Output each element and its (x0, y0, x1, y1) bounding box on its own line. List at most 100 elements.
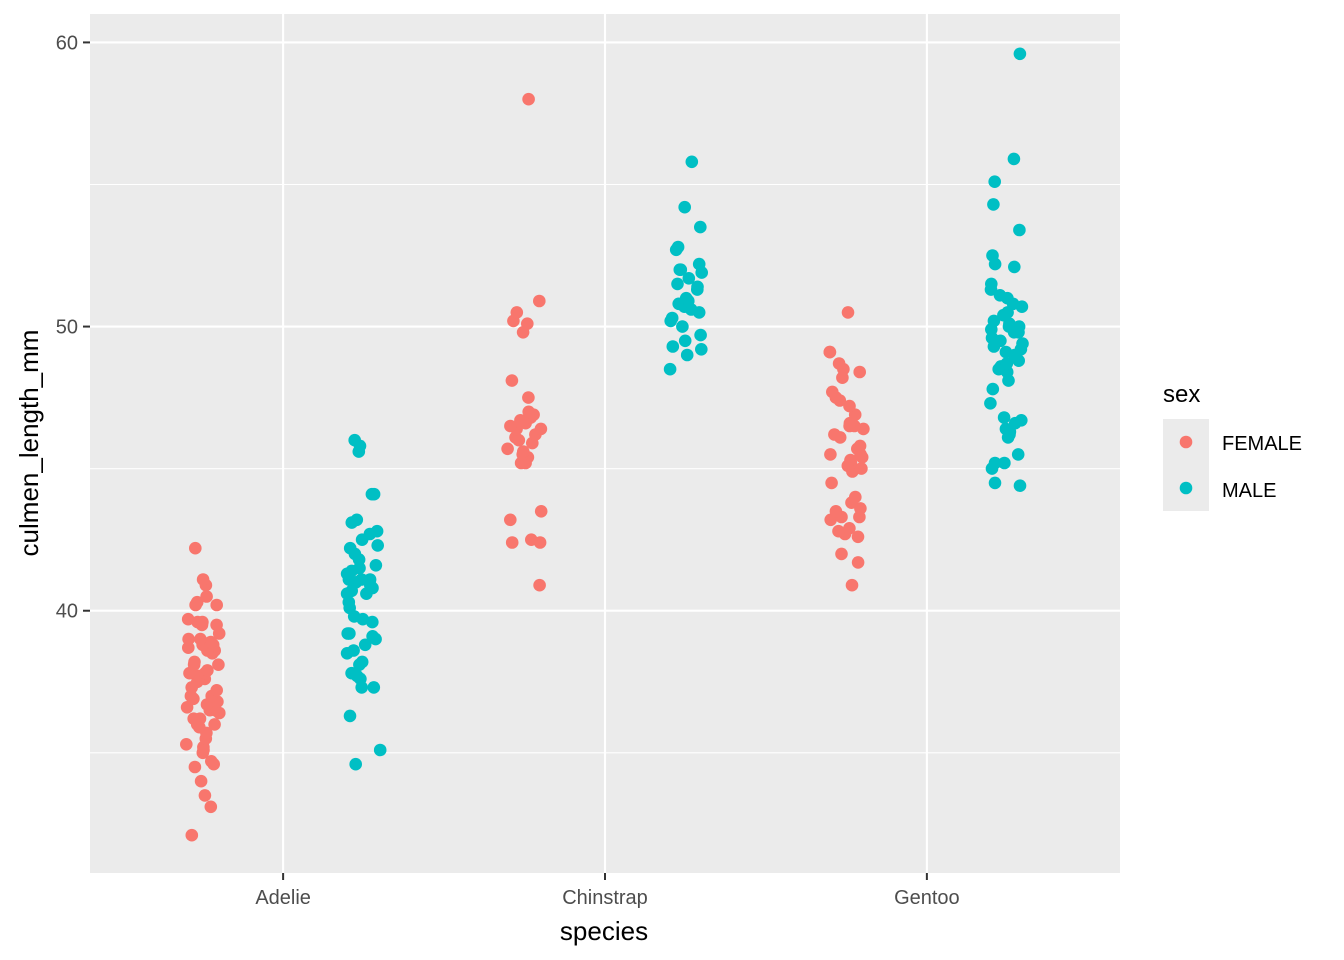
data-point-male (369, 559, 383, 572)
data-point-male (679, 291, 693, 305)
data-point-male (987, 198, 1000, 211)
data-point-female (189, 541, 202, 555)
data-point-female (505, 374, 519, 387)
data-point-male (694, 328, 707, 342)
data-point-male (685, 155, 699, 169)
data-point-female (514, 414, 527, 427)
data-point-male (671, 240, 685, 254)
data-point-male (997, 411, 1011, 424)
data-point-male (987, 314, 1001, 328)
y-axis-title: culmen_length_mm (14, 330, 44, 557)
data-point-male (1007, 152, 1021, 166)
data-point-female (181, 612, 195, 626)
data-point-male (676, 320, 689, 333)
data-point-male (673, 263, 687, 277)
data-point-female (832, 524, 845, 538)
data-point-female (534, 505, 548, 518)
data-point-male (349, 757, 363, 771)
data-point-female (843, 522, 856, 535)
data-point-female (204, 800, 218, 814)
data-point-female (212, 658, 225, 671)
data-point-male (988, 175, 1001, 188)
data-point-male (371, 539, 385, 552)
data-point-male (1016, 337, 1029, 350)
data-point-male (986, 249, 999, 262)
data-point-female (182, 632, 195, 646)
data-point-female (501, 442, 514, 456)
data-point-female (826, 385, 839, 399)
data-point-female (517, 445, 530, 458)
data-point-male (1008, 260, 1021, 274)
data-point-female (828, 428, 841, 441)
data-point-female (196, 615, 209, 629)
data-point-male (678, 200, 691, 214)
data-point-female (194, 774, 208, 788)
y-axis-ticks: 40 50 60 (56, 32, 90, 623)
data-point-male (343, 709, 357, 723)
data-point-male (1015, 414, 1028, 427)
data-point-female (198, 789, 212, 802)
data-point-male (370, 524, 384, 538)
data-point-female (188, 760, 202, 774)
data-point-male (345, 666, 358, 680)
legend: sex FEMALE MALE (1163, 381, 1302, 511)
data-point-male (358, 638, 372, 652)
data-point-female (855, 462, 868, 475)
data-point-male (682, 272, 696, 285)
data-point-male (1012, 320, 1026, 333)
legend-label-female: FEMALE (1222, 433, 1302, 455)
data-point-male (1013, 223, 1026, 237)
major-gridlines (90, 14, 1120, 873)
data-point-male (984, 397, 997, 410)
data-point-male (1013, 479, 1027, 493)
data-point-male (347, 644, 360, 657)
data-point-female (533, 578, 546, 592)
x-axis-title: species (560, 916, 648, 946)
x-tick-label: Adelie (255, 887, 311, 909)
data-point-female (845, 578, 859, 592)
data-point-male (998, 456, 1011, 470)
data-point-male (695, 343, 708, 356)
x-tick-label: Gentoo (894, 887, 960, 909)
data-point-female (851, 530, 865, 544)
data-point-male (999, 422, 1013, 436)
data-point-female (853, 365, 866, 379)
data-point-female (194, 632, 207, 646)
data-point-male (691, 280, 704, 294)
data-point-male (694, 220, 707, 234)
data-point-female (533, 294, 546, 308)
data-points (180, 47, 1029, 842)
data-point-female (824, 448, 837, 461)
legend-key-male (1179, 481, 1193, 495)
data-point-male (666, 340, 680, 353)
data-point-female (844, 453, 857, 467)
data-point-female (843, 399, 856, 413)
data-point-male (988, 476, 1002, 490)
data-point-female (505, 536, 519, 549)
data-point-female (185, 828, 199, 842)
data-point-female (204, 635, 218, 649)
data-point-female (190, 595, 204, 609)
data-point-female (829, 505, 843, 518)
data-point-male (663, 362, 677, 376)
data-point-female (521, 317, 534, 331)
data-point-female (187, 712, 200, 725)
data-point-female (522, 92, 535, 106)
data-point-male (343, 541, 357, 555)
data-point-female (522, 391, 535, 404)
legend-title: sex (1163, 381, 1200, 408)
data-point-female (841, 306, 855, 319)
y-tick-label: 60 (56, 32, 78, 54)
data-point-male (986, 382, 1000, 396)
data-point-male (665, 311, 679, 325)
data-point-male (1013, 47, 1027, 61)
data-point-female (208, 718, 221, 731)
data-point-male (985, 277, 998, 291)
data-point-male (1000, 357, 1014, 370)
data-point-female (504, 513, 517, 527)
data-point-female (196, 573, 210, 586)
data-point-female (851, 556, 865, 569)
data-point-female (522, 405, 535, 419)
data-point-male (988, 456, 1002, 470)
data-point-female (188, 655, 201, 669)
